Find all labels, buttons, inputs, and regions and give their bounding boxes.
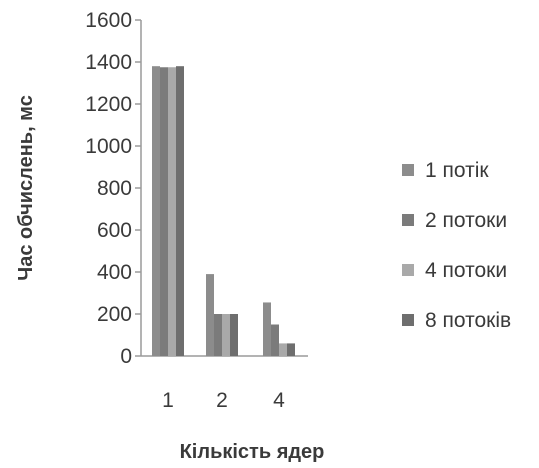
legend-swatch <box>402 264 414 276</box>
bar-2-series-3 <box>222 314 230 356</box>
y-tick-label: 1400 <box>85 51 132 74</box>
bar-2-series-2 <box>214 314 222 356</box>
x-axis-title: Кількість ядер <box>180 441 325 463</box>
bar-4-series-4 <box>287 343 295 356</box>
y-tick-label: 800 <box>97 177 132 200</box>
y-axis-ticks: 0 200 400 600 800 1000 1200 1400 1600 <box>85 9 141 368</box>
x-tick-label: 2 <box>216 389 228 412</box>
bar-4-series-2 <box>271 324 279 356</box>
y-axis-title: Час обчислень, мс <box>15 95 37 281</box>
bar-1-series-4 <box>176 66 184 356</box>
bar-2-series-4 <box>230 314 238 356</box>
x-axis-ticks: 1 2 4 <box>162 389 285 412</box>
legend-label: 8 потоків <box>425 309 511 332</box>
y-tick-label: 600 <box>97 219 132 242</box>
bar-4-series-3 <box>279 343 287 356</box>
y-tick-label: 0 <box>120 345 132 368</box>
y-tick-label: 1000 <box>85 135 132 158</box>
bar-4-series-1 <box>263 302 271 356</box>
bar-group <box>152 66 295 356</box>
legend: 1 потік 2 потоки 4 потоки 8 потоків <box>402 159 511 332</box>
legend-swatch <box>402 164 414 176</box>
bar-2-series-1 <box>206 274 214 356</box>
legend-label: 1 потік <box>425 159 489 182</box>
bar-1-series-3 <box>168 67 176 356</box>
x-tick-label: 4 <box>273 389 285 412</box>
legend-label: 2 потоки <box>425 209 507 232</box>
y-tick-label: 400 <box>97 261 132 284</box>
x-tick-label: 1 <box>162 389 174 412</box>
bar-1-series-2 <box>160 67 168 356</box>
legend-swatch <box>402 214 414 226</box>
y-tick-label: 1600 <box>85 9 132 32</box>
bar-1-series-1 <box>152 66 160 356</box>
y-tick-label: 200 <box>97 303 132 326</box>
legend-swatch <box>402 314 414 326</box>
y-tick-label: 1200 <box>85 93 132 116</box>
legend-label: 4 потоки <box>425 259 507 282</box>
